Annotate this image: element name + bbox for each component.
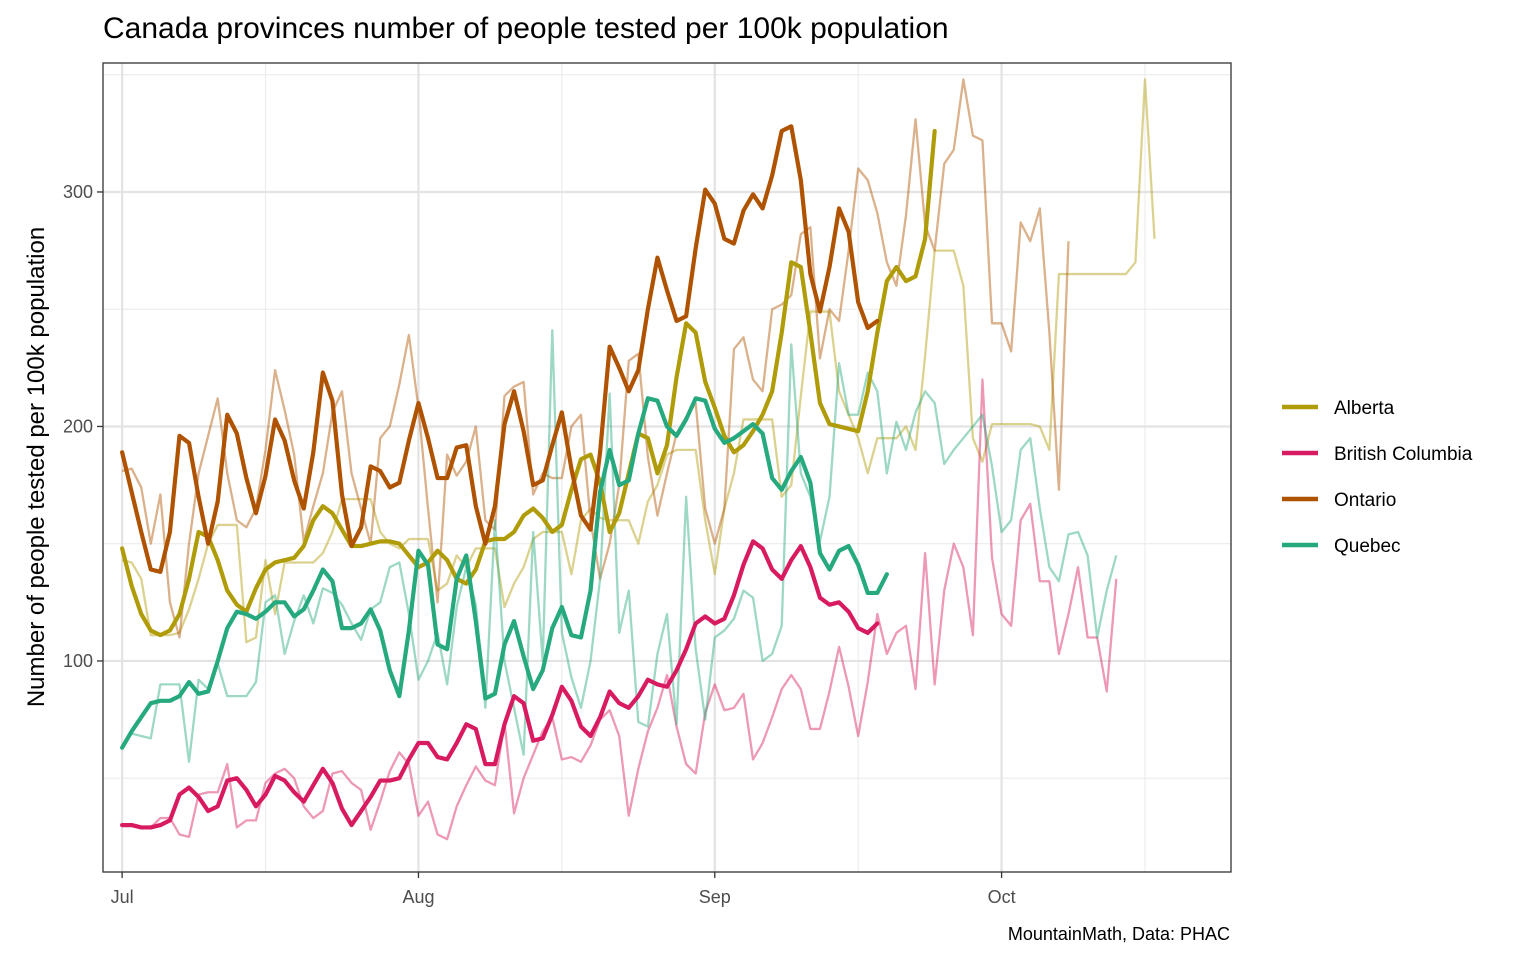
- y-tick-label: 300: [63, 182, 93, 202]
- british-columbia-daily-line: [122, 378, 1118, 841]
- x-tick-label: Jul: [111, 887, 134, 907]
- ontario-trend-line: [120, 124, 880, 574]
- legend-label-quebec: Quebec: [1334, 536, 1401, 557]
- alberta-trend-line: [120, 128, 937, 638]
- legend: Alberta British Columbia Ontario Quebec: [1282, 398, 1473, 557]
- quebec-trend-line: [120, 396, 889, 750]
- legend-label-british-columbia: British Columbia: [1334, 444, 1473, 465]
- chart-caption: MountainMath, Data: PHAC: [1008, 924, 1230, 944]
- x-tick-label: Oct: [988, 887, 1016, 907]
- y-axis-title: Number of people tested per 100k populat…: [23, 227, 50, 707]
- british-columbia-trend-line: [120, 539, 880, 830]
- y-tick-label: 200: [63, 416, 93, 436]
- x-tick-label: Aug: [402, 887, 434, 907]
- plot-border: [102, 62, 1232, 873]
- quebec-daily-line: [121, 329, 1118, 763]
- x-tick-label: Sep: [699, 887, 731, 907]
- chart-title: Canada provinces number of people tested…: [103, 12, 949, 45]
- alberta-daily-line: [121, 78, 1156, 644]
- axis-ticks: 100 200 300 Jul Aug Sep Oct: [63, 182, 1016, 907]
- plot-panel: [103, 63, 1231, 872]
- legend-label-ontario: Ontario: [1334, 490, 1396, 511]
- y-tick-label: 100: [63, 651, 93, 671]
- minor-gridlines: [103, 63, 1231, 872]
- legend-label-alberta: Alberta: [1334, 398, 1395, 419]
- series-layer: [120, 78, 1156, 841]
